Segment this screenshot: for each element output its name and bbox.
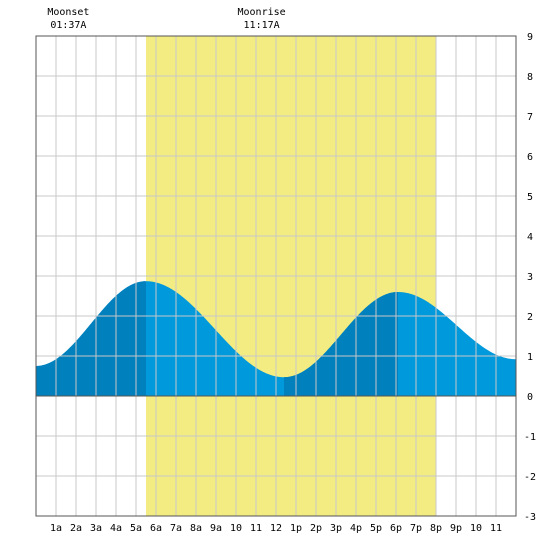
- x-tick-label: 9p: [450, 523, 462, 534]
- tide-area-dark-1: [36, 281, 146, 396]
- x-tick-label: 7p: [410, 523, 422, 534]
- x-tick-label: 4a: [110, 523, 122, 534]
- y-tick-label: 9: [527, 32, 533, 43]
- y-tick-label: -1: [524, 432, 536, 443]
- y-tick-label: 1: [527, 352, 533, 363]
- x-tick-label: 8a: [190, 523, 202, 534]
- x-tick-label: 6a: [150, 523, 162, 534]
- x-tick-label: 11: [250, 523, 262, 534]
- y-tick-label: 3: [527, 272, 533, 283]
- y-tick-labels: -3 -2 -1 0 1 2 3 4 5 6 7 8 9: [524, 32, 536, 523]
- x-tick-label: 2p: [310, 523, 322, 534]
- moonset-label: Moonset: [47, 7, 89, 18]
- moonrise-label: Moonrise: [238, 7, 286, 18]
- x-tick-label: 8p: [430, 523, 442, 534]
- x-tick-label: 9a: [210, 523, 222, 534]
- moon-events: Moonset 01:37A Moonrise 11:17A: [47, 7, 285, 31]
- x-tick-label: 1a: [50, 523, 62, 534]
- x-tick-label: 7a: [170, 523, 182, 534]
- x-tick-label: 11: [490, 523, 502, 534]
- y-tick-label: 0: [527, 392, 533, 403]
- tide-area-dark-2: [284, 292, 398, 396]
- y-tick-label: 5: [527, 192, 533, 203]
- x-tick-label: 10: [230, 523, 242, 534]
- x-tick-label: 10: [470, 523, 482, 534]
- plot-border: [35, 35, 517, 517]
- y-tick-label: 2: [527, 312, 533, 323]
- x-tick-label: 5p: [370, 523, 382, 534]
- y-tick-label: 6: [527, 152, 533, 163]
- x-tick-label: 5a: [130, 523, 142, 534]
- y-tick-label: 8: [527, 72, 533, 83]
- x-tick-label: 2a: [70, 523, 82, 534]
- x-tick-label: 6p: [390, 523, 402, 534]
- y-tick-label: -3: [524, 512, 536, 523]
- grid-layer: [36, 36, 516, 516]
- y-tick-label: -2: [524, 472, 536, 483]
- x-tick-label: 3p: [330, 523, 342, 534]
- x-tick-label: 3a: [90, 523, 102, 534]
- x-tick-label: 4p: [350, 523, 362, 534]
- y-tick-label: 4: [527, 232, 533, 243]
- x-tick-labels: 1a 2a 3a 4a 5a 6a 7a 8a 9a 10 11 12 1p 2p 3p 4p 5p 6p 7p 8p…: [50, 523, 502, 534]
- moonrise-time: 11:17A: [244, 20, 280, 31]
- moonset-time: 01:37A: [50, 20, 86, 31]
- y-tick-label: 7: [527, 112, 533, 123]
- x-tick-label: 12: [270, 523, 282, 534]
- x-tick-label: 1p: [290, 523, 302, 534]
